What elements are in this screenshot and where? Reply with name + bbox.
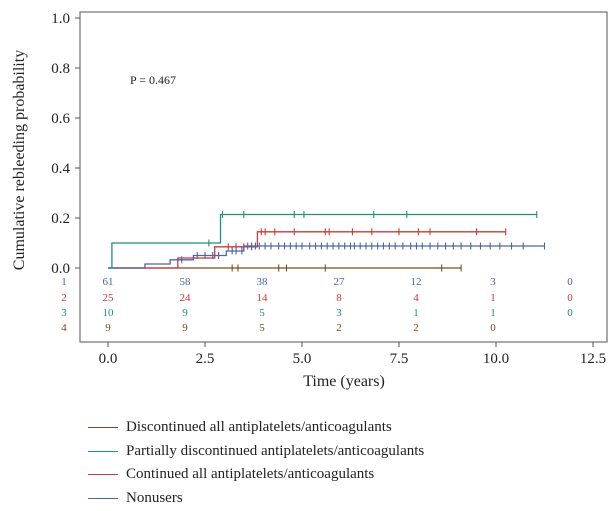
risk-count: 1	[490, 307, 496, 319]
legend-item: Partially discontinued antiplatelets/ant…	[88, 440, 424, 464]
km-chart: 0.0 0.2 0.4 0.6 0.8 1.0 0.0 2.5 5.0 7.5 10.0 12.5 1…	[11, 11, 608, 390]
legend-item: Discontinued all antiplatelets/anticoagu…	[88, 416, 424, 440]
series-line	[108, 213, 537, 269]
risk-count: 4	[413, 292, 419, 304]
x-tick-label: 5.0	[293, 351, 312, 367]
legend-swatch-continued	[88, 474, 118, 476]
risk-count: 5	[259, 322, 265, 334]
x-tick-label: 7.5	[390, 351, 409, 367]
legend-label-discontinued: Discontinued all antiplatelets/anticoagu…	[126, 419, 392, 436]
risk-row-label: 4	[61, 322, 67, 334]
y-tick-label: 0.2	[51, 211, 70, 227]
risk-count: 12	[411, 276, 422, 288]
risk-count: 1	[413, 307, 419, 319]
plot-frame	[79, 11, 608, 343]
legend-item: Continued all antiplatelets/anticoagulan…	[88, 463, 424, 487]
risk-count: 0	[490, 322, 496, 334]
risk-row-label: 3	[61, 307, 67, 319]
risk-count: 3	[490, 276, 496, 288]
risk-count: 8	[336, 292, 342, 304]
x-tick-label: 2.5	[196, 351, 215, 367]
risk-count: 9	[182, 307, 188, 319]
risk-count: 14	[257, 292, 269, 304]
legend-swatch-nonusers	[88, 497, 118, 499]
y-tick-label: 0.0	[51, 261, 70, 277]
risk-count: 2	[413, 322, 419, 334]
risk-count: 5	[259, 307, 265, 319]
risk-count: 9	[105, 322, 111, 334]
y-tick-label: 1.0	[51, 11, 70, 27]
risk-row-label: 1	[61, 276, 67, 288]
risk-count: 24	[180, 292, 192, 304]
legend-swatch-partially	[88, 450, 118, 452]
risk-count: 38	[257, 276, 269, 288]
x-tick-label: 0.0	[99, 351, 118, 367]
risk-count: 25	[103, 292, 115, 304]
legend-label-continued: Continued all antiplatelets/anticoagulan…	[126, 466, 375, 483]
x-tick-label: 10.0	[483, 351, 509, 367]
risk-count: 3	[336, 307, 342, 319]
risk-count: 1	[490, 292, 496, 304]
legend-label-nonusers: Nonusers	[126, 489, 183, 506]
x-axis-label: Time (years)	[303, 373, 385, 390]
legend-label-partially: Partially discontinued antiplatelets/ant…	[126, 442, 425, 459]
risk-count: 61	[103, 276, 114, 288]
risk-count: 9	[182, 322, 188, 334]
legend-item: Nonusers	[88, 487, 424, 511]
risk-count: 0	[567, 307, 573, 319]
legend: Discontinued all antiplatelets/anticoagu…	[88, 416, 424, 510]
risk-count: 58	[180, 276, 192, 288]
p-value-annotation: P = 0.467	[130, 73, 176, 87]
y-axis-label: Cumulative rebleeding probability	[11, 50, 28, 270]
legend-swatch-discontinued	[88, 427, 118, 429]
risk-count: 0	[567, 276, 573, 288]
x-tick-label: 12.5	[580, 351, 606, 367]
series-line	[108, 245, 545, 269]
y-tick-label: 0.4	[51, 161, 70, 177]
risk-count: 27	[334, 276, 346, 288]
series-line	[108, 231, 506, 269]
y-tick-label: 0.6	[51, 111, 70, 127]
risk-count: 2	[336, 322, 342, 334]
y-tick-label: 0.8	[51, 61, 70, 77]
risk-row-label: 2	[61, 292, 67, 304]
risk-count: 0	[567, 292, 573, 304]
risk-count: 10	[103, 307, 115, 319]
